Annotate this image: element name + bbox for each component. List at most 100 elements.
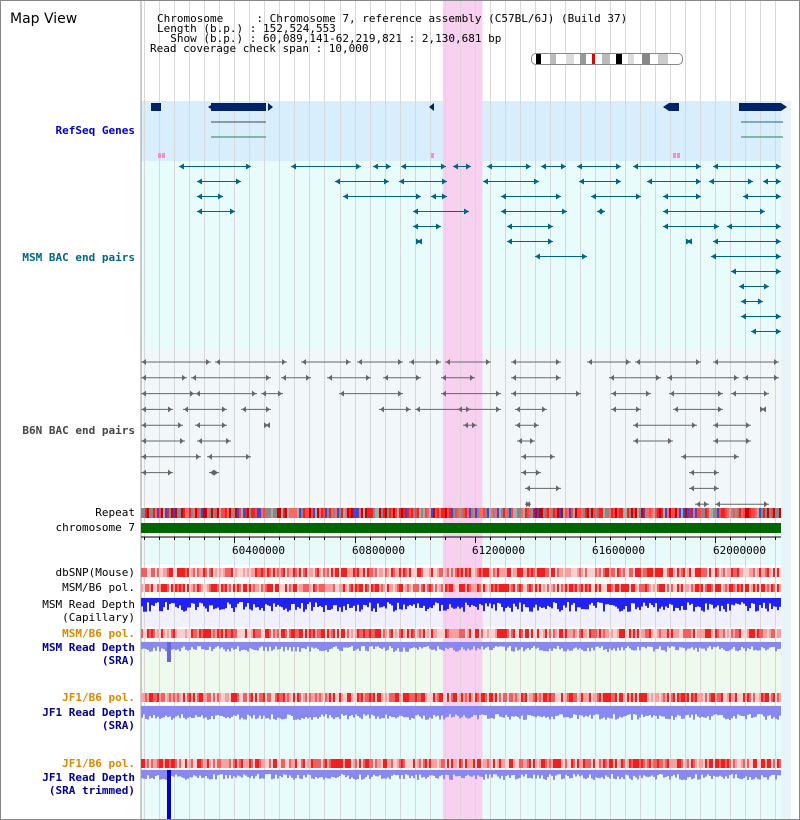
bac-end-marker[interactable] (216, 359, 220, 365)
bac-end-marker[interactable] (522, 469, 526, 476)
bac-end-marker[interactable] (690, 469, 694, 476)
bac-end-marker[interactable] (612, 390, 616, 397)
bac-end-marker[interactable] (222, 422, 226, 429)
bac-end-marker[interactable] (626, 359, 630, 365)
bac-end-marker[interactable] (591, 193, 596, 200)
bac-end-marker[interactable] (764, 390, 768, 397)
bac-end-marker[interactable] (302, 359, 306, 365)
bac-end-marker[interactable] (442, 193, 447, 200)
bac-end-marker[interactable] (709, 178, 714, 185)
bac-end-marker[interactable] (718, 390, 722, 397)
bac-end-marker[interactable] (774, 359, 778, 365)
bac-end-marker[interactable] (278, 390, 282, 397)
bac-end-marker[interactable] (534, 178, 539, 185)
bac-end-marker[interactable] (610, 374, 614, 381)
bac-end-marker[interactable] (714, 469, 718, 476)
refseq-gene[interactable] (669, 103, 679, 111)
bac-end-marker[interactable] (252, 390, 256, 397)
bac-end-marker[interactable] (774, 374, 778, 381)
bac-end-marker[interactable] (262, 390, 266, 397)
bac-end-marker[interactable] (384, 374, 388, 381)
bac-end-marker[interactable] (196, 422, 200, 429)
bac-end-marker[interactable] (633, 163, 638, 170)
bac-end-marker[interactable] (466, 163, 471, 170)
bac-end-marker[interactable] (431, 193, 436, 200)
bac-end-marker[interactable] (328, 374, 332, 381)
bac-end-marker[interactable] (206, 359, 210, 365)
bac-end-marker[interactable] (416, 193, 421, 200)
bac-end-marker[interactable] (242, 406, 246, 413)
bac-end-marker[interactable] (776, 193, 781, 200)
bac-end-marker[interactable] (442, 374, 446, 381)
refseq-gene[interactable] (211, 103, 266, 111)
bac-end-marker[interactable] (576, 390, 580, 397)
bac-end-marker[interactable] (744, 374, 748, 381)
bac-end-marker[interactable] (741, 313, 746, 320)
bac-end-marker[interactable] (732, 390, 736, 397)
bac-end-marker[interactable] (496, 390, 500, 397)
bac-end-marker[interactable] (496, 406, 500, 413)
bac-end-marker[interactable] (714, 359, 718, 365)
bac-end-marker[interactable] (266, 406, 270, 413)
bac-end-marker[interactable] (507, 223, 512, 230)
bac-end-marker[interactable] (636, 193, 641, 200)
bac-end-marker[interactable] (340, 390, 344, 397)
bac-end-marker[interactable] (458, 406, 462, 413)
bac-end-marker[interactable] (579, 178, 584, 185)
bac-end-marker[interactable] (366, 374, 370, 381)
bac-end-marker[interactable] (734, 453, 738, 460)
bac-end-marker[interactable] (142, 374, 146, 381)
bac-end-marker[interactable] (530, 438, 534, 444)
bac-end-marker[interactable] (663, 208, 668, 215)
bac-end-marker[interactable] (561, 163, 566, 170)
bac-end-marker[interactable] (507, 238, 512, 245)
bac-end-marker[interactable] (760, 208, 765, 215)
bac-end-marker[interactable] (436, 223, 441, 230)
bac-end-marker[interactable] (192, 374, 196, 381)
bac-end-marker[interactable] (739, 283, 744, 290)
bac-end-marker[interactable] (246, 453, 250, 460)
bac-end-marker[interactable] (384, 178, 389, 185)
bac-end-marker[interactable] (416, 374, 420, 381)
bac-end-marker[interactable] (522, 453, 526, 460)
bac-end-marker[interactable] (386, 163, 391, 170)
bac-end-marker[interactable] (763, 178, 768, 185)
bac-end-marker[interactable] (582, 253, 587, 260)
bac-end-marker[interactable] (464, 422, 468, 429)
bac-end-marker[interactable] (197, 208, 202, 215)
bac-end-marker[interactable] (335, 178, 340, 185)
bac-end-marker[interactable] (501, 193, 506, 200)
bac-end-marker[interactable] (196, 453, 200, 460)
bac-end-marker[interactable] (346, 359, 350, 365)
bac-end-marker[interactable] (776, 238, 781, 245)
bac-end-marker[interactable] (760, 406, 764, 413)
bac-end-marker[interactable] (556, 193, 561, 200)
bac-end-marker[interactable] (416, 406, 420, 413)
bac-end-marker[interactable] (731, 268, 736, 275)
bac-end-marker[interactable] (758, 298, 763, 305)
bac-end-marker[interactable] (704, 501, 708, 508)
bac-end-marker[interactable] (168, 406, 172, 413)
bac-end-marker[interactable] (358, 359, 362, 365)
bac-end-marker[interactable] (416, 238, 421, 245)
bac-end-marker[interactable] (266, 374, 270, 381)
bac-end-marker[interactable] (210, 469, 214, 476)
bac-end-marker[interactable] (647, 178, 652, 185)
bac-end-marker[interactable] (472, 422, 476, 429)
bac-end-marker[interactable] (776, 253, 781, 260)
bac-end-marker[interactable] (548, 238, 553, 245)
bac-end-marker[interactable] (534, 422, 538, 429)
bac-end-marker[interactable] (413, 223, 418, 230)
bac-end-marker[interactable] (743, 193, 748, 200)
bac-end-marker[interactable] (663, 223, 668, 230)
bac-end-marker[interactable] (535, 253, 540, 260)
bac-end-marker[interactable] (696, 163, 701, 170)
bac-end-marker[interactable] (436, 359, 440, 365)
bac-end-marker[interactable] (764, 283, 769, 290)
bac-end-marker[interactable] (674, 406, 678, 413)
bac-end-marker[interactable] (373, 163, 378, 170)
bac-end-marker[interactable] (711, 253, 716, 260)
bac-end-marker[interactable] (696, 501, 700, 508)
refseq-gene[interactable] (739, 103, 781, 111)
